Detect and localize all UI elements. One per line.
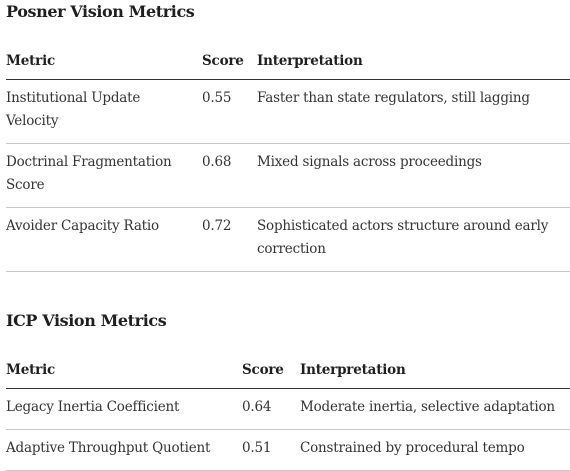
metric-score: 0.72 — [202, 207, 257, 272]
table-row: Institutional Update Velocity 0.55 Faste… — [6, 79, 570, 144]
header-score: Score — [242, 354, 300, 389]
metric-interpretation: Moderate inertia, selective adaptation — [300, 388, 570, 430]
metric-score: 0.68 — [202, 143, 257, 208]
posner-metrics-table: Metric Score Interpretation Institutiona… — [6, 45, 570, 272]
table-row: Adaptive Throughput Quotient 0.51 Constr… — [6, 429, 570, 471]
header-score: Score — [202, 45, 257, 80]
header-interpretation: Interpretation — [300, 354, 570, 389]
metric-name: Legacy Inertia Coefficient — [6, 388, 242, 430]
section-title-posner: Posner Vision Metrics — [6, 2, 195, 21]
metric-name: Doctrinal Fragmentation Score — [6, 143, 202, 208]
table-row: Legacy Inertia Coefficient 0.64 Moderate… — [6, 388, 570, 430]
header-interpretation: Interpretation — [257, 45, 570, 80]
table-header-row: Metric Score Interpretation — [6, 45, 570, 80]
metric-score: 0.51 — [242, 429, 300, 471]
metric-interpretation: Mixed signals across proceedings — [257, 143, 570, 208]
table-row: Doctrinal Fragmentation Score 0.68 Mixed… — [6, 143, 570, 208]
header-metric: Metric — [6, 45, 202, 80]
metric-score: 0.55 — [202, 79, 257, 144]
metric-name: Avoider Capacity Ratio — [6, 207, 202, 272]
metric-interpretation: Sophisticated actors structure around ea… — [257, 207, 570, 272]
metric-interpretation: Faster than state regulators, still lagg… — [257, 79, 570, 144]
table-row: Avoider Capacity Ratio 0.72 Sophisticate… — [6, 207, 570, 272]
section-title-icp: ICP Vision Metrics — [6, 311, 167, 330]
icp-metrics-table: Metric Score Interpretation Legacy Inert… — [6, 354, 570, 471]
metric-name: Adaptive Throughput Quotient — [6, 429, 242, 471]
metric-score: 0.64 — [242, 388, 300, 430]
table-header-row: Metric Score Interpretation — [6, 354, 570, 389]
metric-interpretation: Constrained by procedural tempo — [300, 429, 570, 471]
metric-name: Institutional Update Velocity — [6, 79, 202, 144]
header-metric: Metric — [6, 354, 242, 389]
